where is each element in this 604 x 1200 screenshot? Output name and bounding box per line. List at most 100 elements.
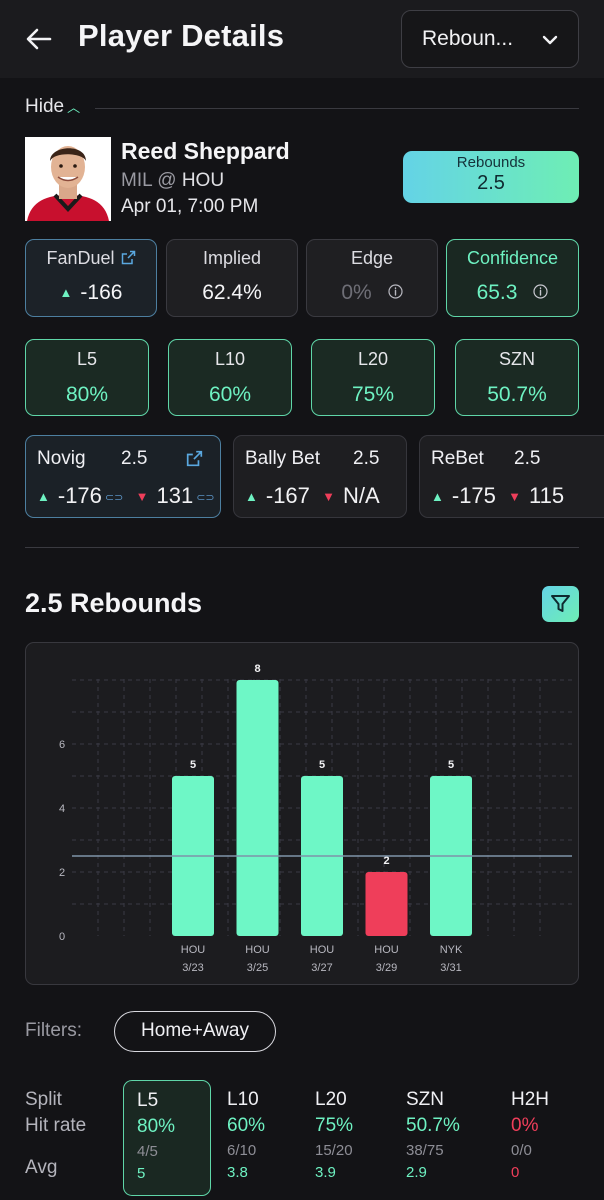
split-hit-rate: 0%: [511, 1115, 539, 1136]
bar-data-label: 5: [190, 759, 196, 771]
bar-data-label: 2: [383, 855, 389, 867]
link-icon: ⊂⊃: [196, 492, 215, 504]
book-odds: ▲ -175 ▼ 115: [431, 483, 564, 509]
book-line: 2.5: [121, 448, 148, 469]
y-tick-label: 0: [59, 931, 65, 943]
chevron-up-icon: ︿: [67, 100, 81, 115]
book-card-bally-bet[interactable]: Bally Bet 2.5 ▲ -167 ▼ N/A: [233, 435, 407, 518]
split-name: L10: [227, 1089, 259, 1110]
hit-rate-value: 80%: [65, 383, 109, 406]
stat-type-value: Reboun...: [422, 27, 514, 50]
split-avg: 3.9: [315, 1164, 336, 1181]
external-link-icon[interactable]: [121, 250, 136, 265]
y-tick-label: 6: [59, 739, 65, 751]
hit-rate-label: SZN: [499, 349, 535, 369]
book-odds: ▲ -176 ⊂⊃ ▼ 131 ⊂⊃: [37, 483, 215, 509]
info-icon[interactable]: [388, 284, 403, 299]
down-arrow-icon: ▼: [322, 489, 336, 504]
y-tick-label: 4: [59, 803, 65, 815]
x-tick-label: NYK: [440, 944, 463, 956]
book-card-novig[interactable]: Novig 2.5 ▲ -176 ⊂⊃ ▼ 131 ⊂⊃: [25, 435, 221, 518]
bar-chart-svg: 0 2 4 6 5 HOU 3/23 8 HOU 3/25 5 HOU 3/27 2 HOU 3/29 5 NYK…: [59, 663, 572, 974]
prop-line-label: Rebounds: [456, 154, 526, 171]
opponent-abbrev: HOU: [181, 170, 225, 191]
hit-rate-value: 75%: [351, 383, 395, 406]
section-divider: [25, 547, 579, 548]
split-fraction: 4/5: [137, 1143, 158, 1160]
link-icon: ⊂⊃: [104, 492, 124, 504]
under-odds: 115: [529, 483, 565, 508]
game-datetime: Apr 01, 7:00 PM: [121, 196, 259, 217]
book-line: 2.5: [353, 448, 380, 469]
book-name: Bally Bet: [245, 448, 320, 469]
down-arrow-icon: ▼: [135, 489, 149, 504]
x-tick-label: HOU: [374, 944, 399, 956]
hit-rate-card-l10: L10 60%: [168, 339, 292, 416]
fanduel-card[interactable]: FanDuel ▲ -166: [25, 239, 157, 317]
at-symbol: @: [157, 170, 177, 191]
split-avg: 0: [511, 1164, 520, 1181]
over-odds: -167: [265, 483, 310, 508]
y-tick-label: 2: [59, 867, 65, 879]
info-icon[interactable]: [533, 284, 549, 299]
page-title: Player Details: [78, 18, 285, 53]
book-card-rebet[interactable]: ReBet 2.5 ▲ -175 ▼ 115: [419, 435, 604, 518]
confidence-card: Confidence 65.3: [446, 239, 579, 317]
bar-data-label: 5: [448, 759, 454, 771]
up-arrow-icon: ▲: [59, 285, 73, 300]
filter-button[interactable]: [542, 586, 579, 622]
hide-button[interactable]: Hide ︿: [25, 96, 80, 118]
filters-label: Filters:: [25, 1020, 82, 1041]
book-name: ReBet: [431, 448, 484, 469]
x-tick-label: 3/29: [376, 962, 397, 974]
divider: [95, 108, 579, 109]
hit-rate-card-l20: L20 75%: [311, 339, 435, 416]
split-hit-rate: 50.7%: [406, 1115, 460, 1136]
chart-bar: [236, 680, 279, 936]
over-odds: -176: [57, 483, 102, 508]
edge-label: Edge: [350, 248, 394, 268]
split-col-l5[interactable]: L5 80% 4/5 5: [123, 1080, 211, 1196]
under-odds: N/A: [343, 483, 380, 508]
split-row-label: Split: [25, 1089, 62, 1110]
split-hit-rate: 75%: [315, 1115, 354, 1136]
chevron-down-icon: [542, 35, 558, 45]
implied-value: 62.4%: [202, 281, 262, 304]
avg-row-label: Avg: [25, 1157, 58, 1178]
bar-data-label: 5: [319, 759, 325, 771]
home-away-filter-pill[interactable]: Home+Away: [114, 1011, 276, 1052]
book-name: Novig: [37, 448, 86, 469]
split-name: H2H: [511, 1089, 550, 1110]
player-avatar: [25, 137, 111, 221]
over-odds: -175: [451, 483, 496, 508]
matchup: MIL @ HOU: [121, 170, 224, 192]
book-odds: ▲ -167 ▼ N/A: [245, 483, 380, 509]
up-arrow-icon: ▲: [37, 489, 50, 504]
chart-section-title: 2.5 Rebounds: [25, 588, 203, 618]
back-arrow-icon[interactable]: [22, 22, 56, 56]
hit-rate-label: L10: [214, 349, 246, 369]
hide-label: Hide: [25, 96, 65, 117]
split-fraction: 38/75: [406, 1142, 444, 1159]
x-tick-label: HOU: [310, 944, 335, 956]
x-tick-label: 3/23: [182, 962, 203, 974]
rebounds-chart: 0 2 4 6 5 HOU 3/23 8 HOU 3/25 5 HOU 3/27 2 HOU 3/29 5 NYK…: [25, 642, 579, 985]
down-arrow-icon: ▼: [508, 489, 522, 504]
split-avg: 5: [137, 1165, 146, 1182]
confidence-value: 65.3: [476, 281, 518, 304]
up-arrow-icon: ▲: [245, 489, 258, 504]
split-avg: 3.8: [227, 1164, 248, 1181]
stat-type-dropdown[interactable]: Reboun...: [401, 10, 579, 68]
split-fraction: 0/0: [511, 1142, 532, 1159]
split-avg: 2.9: [406, 1164, 427, 1181]
confidence-label: Confidence: [466, 248, 559, 268]
external-link-icon[interactable]: [186, 450, 203, 467]
split-fraction: 15/20: [315, 1142, 353, 1159]
team-abbrev: MIL: [121, 170, 152, 191]
split-hit-rate: 60%: [227, 1115, 266, 1136]
x-tick-label: 3/25: [247, 962, 268, 974]
split-fraction: 6/10: [227, 1142, 257, 1159]
x-tick-label: 3/27: [311, 962, 332, 974]
under-odds: 131: [156, 483, 194, 508]
hide-toggle-row: Hide ︿: [25, 96, 579, 120]
